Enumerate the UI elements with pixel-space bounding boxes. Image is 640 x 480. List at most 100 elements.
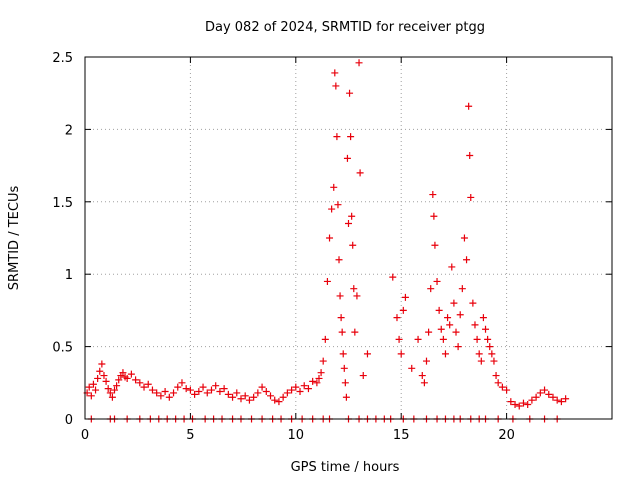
data-point bbox=[463, 256, 471, 264]
data-point bbox=[313, 379, 321, 387]
data-point bbox=[435, 306, 443, 314]
data-point bbox=[397, 350, 405, 358]
data-point bbox=[115, 376, 123, 384]
data-point bbox=[161, 387, 169, 395]
data-point bbox=[207, 386, 215, 394]
data-point bbox=[446, 321, 454, 329]
data-point bbox=[338, 328, 346, 336]
data-point bbox=[458, 285, 466, 293]
data-point bbox=[349, 241, 357, 249]
data-point bbox=[267, 392, 275, 400]
data-point bbox=[427, 285, 435, 293]
data-point bbox=[477, 357, 485, 365]
data-point bbox=[475, 350, 483, 358]
data-point bbox=[148, 386, 156, 394]
data-point bbox=[430, 212, 438, 220]
data-point bbox=[300, 382, 308, 390]
data-point bbox=[490, 357, 498, 365]
data-point bbox=[511, 401, 519, 409]
data-point bbox=[342, 393, 350, 401]
data-point bbox=[333, 133, 341, 141]
data-point bbox=[541, 386, 549, 394]
data-point bbox=[203, 389, 211, 397]
data-point bbox=[486, 343, 494, 351]
data-point bbox=[454, 343, 462, 351]
data-point bbox=[144, 380, 152, 388]
data-point bbox=[519, 399, 527, 407]
data-point bbox=[336, 292, 344, 300]
data-point bbox=[401, 293, 409, 301]
y-tick-label: 2.5 bbox=[52, 51, 73, 66]
data-point bbox=[233, 389, 241, 397]
data-point bbox=[237, 395, 245, 403]
data-point bbox=[441, 350, 449, 358]
y-axis-label: SRMTID / TECUs bbox=[7, 186, 22, 291]
data-point bbox=[321, 335, 329, 343]
data-point bbox=[473, 335, 481, 343]
data-point bbox=[331, 69, 339, 77]
data-point bbox=[136, 379, 144, 387]
data-point bbox=[429, 191, 437, 199]
data-point bbox=[191, 390, 199, 398]
x-tick-label: 0 bbox=[81, 428, 89, 443]
data-point bbox=[359, 372, 367, 380]
data-point bbox=[343, 154, 351, 162]
data-point bbox=[348, 212, 356, 220]
data-point bbox=[89, 380, 97, 388]
data-point bbox=[524, 401, 532, 409]
data-point bbox=[346, 89, 354, 97]
data-point bbox=[545, 390, 553, 398]
data-point bbox=[113, 382, 121, 390]
data-point bbox=[347, 133, 355, 141]
data-point bbox=[341, 379, 349, 387]
data-point bbox=[448, 263, 456, 271]
data-point bbox=[229, 393, 237, 401]
data-point bbox=[92, 386, 100, 394]
data-point bbox=[479, 314, 487, 322]
data-point bbox=[507, 398, 515, 406]
data-point bbox=[94, 374, 102, 382]
data-point bbox=[182, 385, 190, 393]
data-points bbox=[83, 59, 570, 423]
data-point bbox=[433, 277, 441, 285]
data-point bbox=[350, 285, 358, 293]
data-point bbox=[408, 364, 416, 372]
data-point bbox=[460, 234, 468, 242]
data-point bbox=[562, 395, 570, 403]
data-point bbox=[450, 299, 458, 307]
data-point bbox=[165, 393, 173, 401]
data-point bbox=[262, 387, 270, 395]
data-point bbox=[319, 357, 327, 365]
data-point bbox=[471, 321, 479, 329]
data-point bbox=[422, 357, 430, 365]
x-axis-label: GPS time / hours bbox=[291, 460, 400, 475]
data-point bbox=[492, 372, 500, 380]
data-point bbox=[439, 335, 447, 343]
data-point bbox=[283, 389, 291, 397]
data-point bbox=[157, 392, 165, 400]
data-point bbox=[132, 376, 140, 384]
x-tick-label: 10 bbox=[288, 428, 305, 443]
data-point bbox=[123, 374, 131, 382]
data-point bbox=[106, 389, 114, 397]
data-point bbox=[337, 314, 345, 322]
data-point bbox=[425, 328, 433, 336]
data-point bbox=[532, 393, 540, 401]
data-point bbox=[102, 377, 110, 385]
data-point bbox=[335, 256, 343, 264]
data-point bbox=[452, 328, 460, 336]
data-point bbox=[399, 306, 407, 314]
data-point bbox=[482, 325, 490, 333]
data-point bbox=[549, 393, 557, 401]
data-point bbox=[85, 383, 93, 391]
data-point bbox=[199, 383, 207, 391]
data-point bbox=[339, 350, 347, 358]
data-point bbox=[279, 393, 287, 401]
data-point bbox=[414, 335, 422, 343]
data-point bbox=[484, 335, 492, 343]
data-point bbox=[317, 369, 325, 377]
data-point bbox=[288, 386, 296, 394]
data-point bbox=[323, 277, 331, 285]
grid-lines bbox=[85, 57, 612, 419]
data-point bbox=[315, 374, 323, 382]
